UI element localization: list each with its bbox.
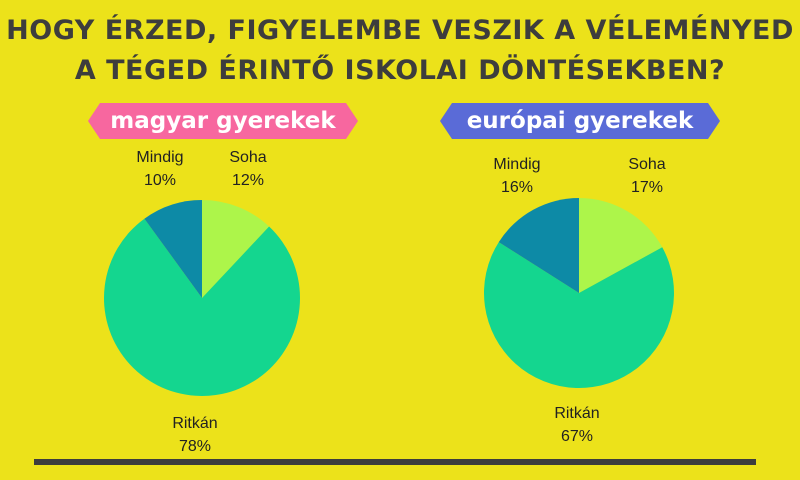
label-ritkan-value: 78%	[178, 438, 212, 455]
label-ritkan: Ritkán 67%	[532, 402, 622, 448]
title-line-2: A TÉGED ÉRINTŐ ISKOLAI DÖNTÉSEKBEN?	[74, 55, 726, 86]
label-soha-name: Soha	[628, 156, 666, 173]
pie-slice-mindig	[144, 200, 202, 298]
pie-slice-soha	[579, 198, 663, 293]
pie-slice-ritkan	[103, 218, 300, 396]
label-ritkan-value: 67%	[560, 428, 594, 445]
label-ritkan-name: Ritkán	[172, 415, 218, 432]
pie-slice-mindig	[498, 198, 579, 293]
label-soha-value: 12%	[231, 172, 265, 189]
label-ritkan-name: Ritkán	[554, 405, 600, 422]
chart-title-european: európai gyerekek	[440, 103, 720, 139]
label-soha-name: Soha	[229, 149, 267, 166]
label-mindig: Mindig 16%	[477, 153, 557, 199]
label-soha: Soha 17%	[612, 153, 682, 199]
label-mindig: Mindig 10%	[120, 146, 200, 192]
pie-slice-ritkan	[484, 242, 674, 388]
label-soha-value: 17%	[630, 179, 664, 196]
label-ritkan: Ritkán 78%	[150, 412, 240, 458]
label-mindig-name: Mindig	[493, 156, 541, 173]
label-mindig-value: 16%	[500, 179, 534, 196]
label-soha: Soha 12%	[213, 146, 283, 192]
label-mindig-value: 10%	[143, 172, 177, 189]
chart-title-hungarian: magyar gyerekek	[88, 103, 358, 139]
pie-chart-hungarian	[103, 200, 300, 396]
title-line-1: HOGY ÉRZED, FIGYELEMBE VESZIK A VÉLEMÉNY…	[6, 15, 794, 46]
bottom-divider	[34, 459, 756, 465]
pie-chart-european	[484, 198, 674, 388]
pie-slice-soha	[202, 200, 270, 298]
label-mindig-name: Mindig	[136, 149, 184, 166]
